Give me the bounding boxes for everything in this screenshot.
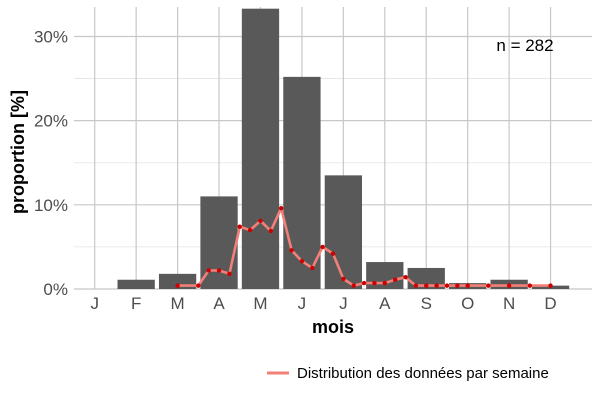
x-tick-label: M [253,294,267,313]
line-point [434,283,439,288]
line-point [227,271,232,277]
y-axis-title: proportion [%] [8,90,28,214]
line-point [527,283,533,288]
line-point [486,283,491,288]
legend-label: Distribution des données par semaine [297,365,549,382]
x-tick-label: N [503,294,515,313]
x-tick-label: A [379,294,391,313]
line-point [444,283,450,288]
x-tick-label: J [339,294,348,313]
y-tick-label: 20% [34,112,68,131]
line-point [382,280,387,286]
line-point [279,205,284,211]
y-tick-labels: 0% 10% 20% 30% [34,27,68,299]
bar [241,8,280,289]
x-tick-label: J [90,294,99,313]
x-tick-label: S [421,294,432,313]
line-point [413,283,419,288]
bar [117,279,155,289]
x-tick-label: J [298,294,307,313]
x-tick-label: D [544,294,556,313]
sample-size-annotation: n = 282 [496,36,553,55]
line-point [299,259,305,264]
y-tick-label: 30% [34,27,68,46]
line-point [310,265,315,271]
line-point [372,280,377,286]
line-point [320,244,325,250]
line-point [361,280,367,286]
y-tick-label: 10% [34,196,68,215]
line-point [455,283,460,288]
line-point [341,276,346,282]
line-point [258,218,263,224]
x-axis-title: mois [312,317,354,337]
line-point [289,248,294,253]
line-layer [175,205,553,288]
line-point [392,277,398,282]
line-point [175,283,180,288]
line-point [506,283,512,288]
line-point [403,275,408,280]
line-point [216,268,222,273]
x-tick-label: O [461,294,474,313]
line-point [465,283,470,288]
line-point [548,283,553,288]
line-point [206,268,211,273]
legend: Distribution des données par semaine [267,365,549,382]
line-point [351,283,356,288]
line-point [196,283,201,288]
bar [324,175,363,289]
x-tick-label: F [131,294,141,313]
y-tick-label: 0% [43,280,68,299]
line-point [330,251,336,256]
line-point [424,283,429,288]
bar [283,76,321,290]
line-point [237,224,242,229]
x-tick-label: A [213,294,225,313]
line-point [268,228,274,234]
x-tick-label: M [171,294,185,313]
line-point [247,227,253,233]
